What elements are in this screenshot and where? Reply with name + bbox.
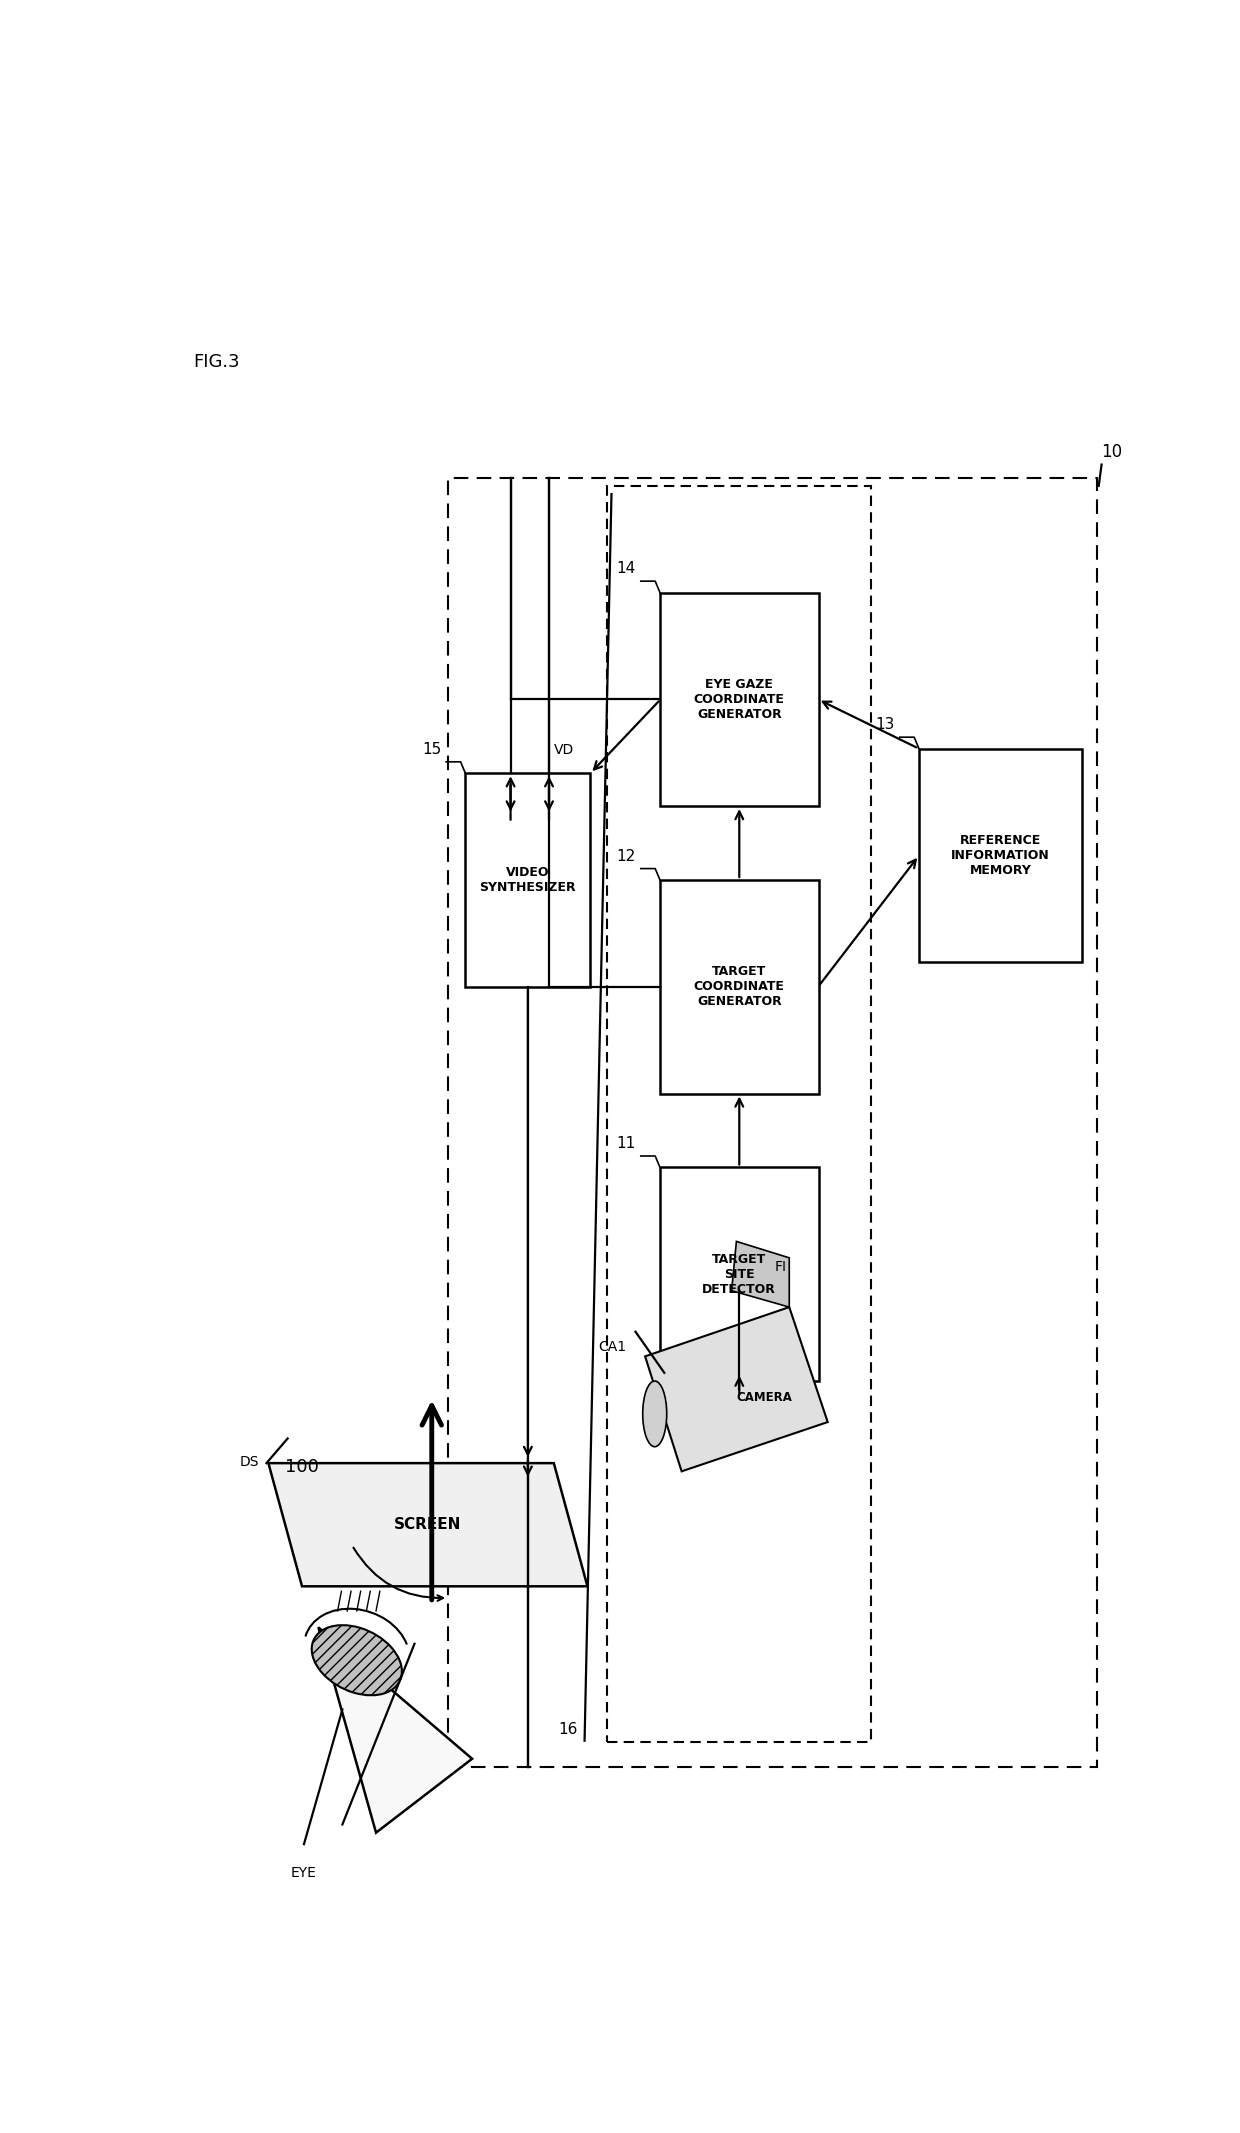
Bar	[448, 478, 1097, 1766]
Text: EYE: EYE	[291, 1866, 317, 1879]
Bar	[606, 486, 870, 1743]
Bar	[465, 774, 590, 988]
Text: VIDEO
SYNTHESIZER: VIDEO SYNTHESIZER	[480, 866, 577, 894]
Text: 100: 100	[285, 1459, 319, 1476]
Text: 13: 13	[875, 717, 895, 732]
Text: DS: DS	[239, 1455, 259, 1470]
Text: TARGET
COORDINATE
GENERATOR: TARGET COORDINATE GENERATOR	[694, 966, 785, 1009]
Polygon shape	[645, 1308, 828, 1472]
Text: 14: 14	[616, 561, 636, 576]
Text: FI: FI	[775, 1261, 787, 1273]
Bar	[660, 593, 818, 806]
Text: CA1: CA1	[598, 1340, 626, 1354]
Text: CAMERA: CAMERA	[737, 1391, 792, 1404]
Text: 11: 11	[616, 1137, 636, 1152]
Bar	[919, 749, 1083, 962]
Text: FIG.3: FIG.3	[193, 352, 241, 371]
Ellipse shape	[311, 1625, 402, 1696]
Bar	[660, 881, 818, 1094]
Bar	[660, 1167, 818, 1380]
Text: SCREEN: SCREEN	[394, 1517, 461, 1531]
Polygon shape	[732, 1241, 789, 1308]
Text: 15: 15	[422, 742, 441, 757]
Text: TARGET
SITE
DETECTOR: TARGET SITE DETECTOR	[702, 1252, 776, 1295]
Text: VD: VD	[554, 742, 574, 757]
Polygon shape	[268, 1463, 588, 1587]
Text: EYE GAZE
COORDINATE
GENERATOR: EYE GAZE COORDINATE GENERATOR	[694, 678, 785, 721]
Text: 10: 10	[1101, 444, 1122, 461]
Text: REFERENCE
INFORMATION
MEMORY: REFERENCE INFORMATION MEMORY	[951, 834, 1050, 877]
Text: 16: 16	[558, 1723, 578, 1738]
Polygon shape	[319, 1627, 472, 1832]
Text: 12: 12	[616, 849, 636, 864]
Ellipse shape	[642, 1380, 667, 1446]
